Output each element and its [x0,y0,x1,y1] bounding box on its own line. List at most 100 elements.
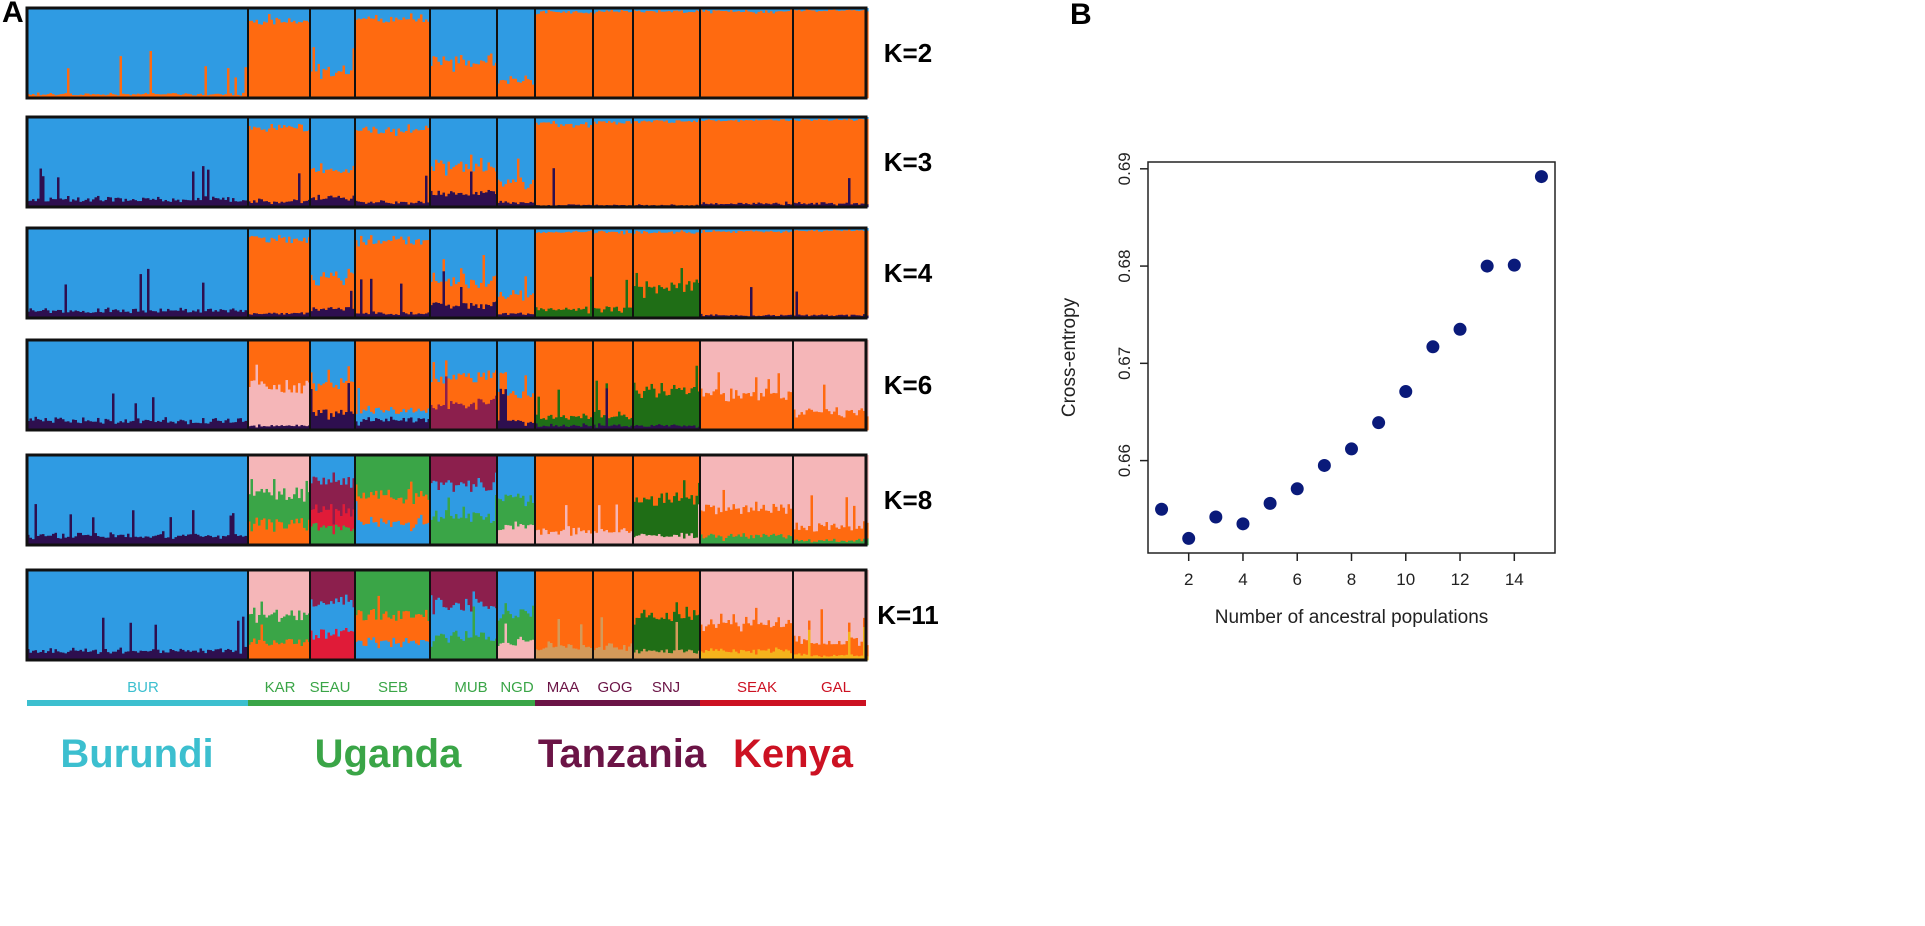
ancestry-bar-segment [527,501,531,526]
ancestry-bar-segment [177,340,181,422]
ancestry-bar-segment [400,201,404,208]
ancestry-bar-segment [104,570,108,650]
ancestry-bar-segment [835,118,839,206]
ancestry-bar-segment [683,121,687,206]
ancestry-bar-segment [270,389,274,426]
ancestry-bar-segment [467,308,471,319]
ancestry-bar-segment [475,340,479,383]
ancestry-bar-segment [470,171,474,208]
ancestry-bar-segment [187,340,191,425]
ancestry-bar-segment [74,200,78,208]
ancestry-bar-segment [273,24,277,99]
ancestry-bar-segment [590,570,594,649]
ancestry-bar-segment [529,294,533,315]
ancestry-bar-segment [347,8,351,75]
ancestry-bar-segment [335,508,339,526]
ancestry-bar-segment [295,238,299,314]
ancestry-bar-segment [777,510,781,536]
ancestry-bar-segment [265,228,269,243]
ancestry-bar-segment [382,200,386,208]
ancestry-bar-segment [740,120,744,204]
ancestry-bar-segment [512,529,516,546]
ancestry-bar-segment [268,340,272,390]
ancestry-bar-segment [635,535,639,546]
ancestry-bar-segment [79,570,83,651]
ancestry-bar-segment [633,537,637,546]
ancestry-bar-segment [735,11,739,99]
ancestry-bar-segment [330,526,334,546]
ancestry-bar-segment [127,311,131,319]
ancestry-bar-segment [480,570,484,602]
ancestry-bar-segment [437,455,441,491]
ancestry-bar-segment [327,169,331,197]
ancestry-bar-segment [668,455,672,500]
ancestry-bar-segment [608,11,612,99]
ancestry-bar-segment [658,231,662,286]
ancestry-bar-segment [813,531,817,542]
ancestry-bar-segment [387,202,391,208]
ancestry-bar-segment [595,228,599,234]
ancestry-bar-segment [212,94,216,99]
ancestry-bar-segment [742,117,746,122]
ancestry-bar-segment [740,202,744,208]
ancestry-bar-segment [477,372,481,400]
ancestry-bar-segment [385,340,389,411]
ancestry-bar-segment [395,228,399,240]
ancestry-bar-segment [504,372,508,390]
ancestry-bar-segment [514,202,518,208]
ancestry-bar-segment [232,513,236,546]
ancestry-bar-segment [64,537,68,546]
ancestry-bar-segment [635,121,639,206]
ancestry-bar-segment [387,117,391,128]
ancestry-bar-segment [752,12,756,99]
ancestry-bar-segment [780,233,784,316]
ancestry-bar-segment [164,117,168,201]
ancestry-bar-segment [124,340,128,420]
ancestry-bar-segment [315,285,319,310]
ancestry-bar-segment [157,117,161,198]
ancestry-bar-segment [224,420,228,431]
ancestry-bar-segment [270,614,274,646]
ancestry-bar-segment [735,228,739,234]
ancestry-bar-segment [815,455,819,532]
ancestry-bar-segment [742,11,746,99]
ancestry-bar-segment [412,244,416,315]
ancestry-bar-segment [480,601,484,633]
ancestry-bar-segment [640,12,644,99]
ancestry-bar-segment [293,426,297,431]
ancestry-bar-segment [362,228,366,243]
ancestry-bar-segment [605,388,609,431]
ancestry-bar-segment [580,8,584,13]
ancestry-bar-segment [147,94,151,99]
ancestry-bar-segment [77,311,81,319]
ancestry-bar-segment [727,117,731,121]
ancestry-bar-segment [255,202,259,208]
ancestry-bar-segment [557,12,561,99]
ancestry-bar-segment [492,302,496,319]
ancestry-bar-segment [69,201,73,208]
ancestry-bar-segment [772,503,776,535]
ancestry-bar-segment [207,423,211,431]
ancestry-bar-segment [345,117,349,170]
ancestry-bar-segment [793,409,797,431]
ancestry-bar-segment [610,340,614,418]
ancestry-bar-segment [710,120,714,204]
ancestry-bar-segment [732,228,736,232]
ancestry-bar-segment [350,228,354,273]
ancestry-bar-segment [174,310,178,319]
ancestry-bar-segment [375,228,379,244]
ancestry-bar-segment [700,388,704,431]
ancestry-bar-segment [265,455,269,490]
ancestry-bar-segment [124,117,128,200]
ancestry-bar-segment [557,127,561,206]
ancestry-bar-segment [377,8,381,22]
ancestry-bar-segment [197,117,201,199]
ancestry-bar-segment [618,117,622,123]
ancestry-bar-segment [197,309,201,319]
ancestry-bar-segment [838,528,842,543]
ancestry-bar-segment [808,340,812,409]
ancestry-bar-segment [280,455,284,495]
ancestry-bar-segment [828,411,832,431]
ancestry-bar-segment [497,296,501,315]
ancestry-bar-segment [395,521,399,546]
